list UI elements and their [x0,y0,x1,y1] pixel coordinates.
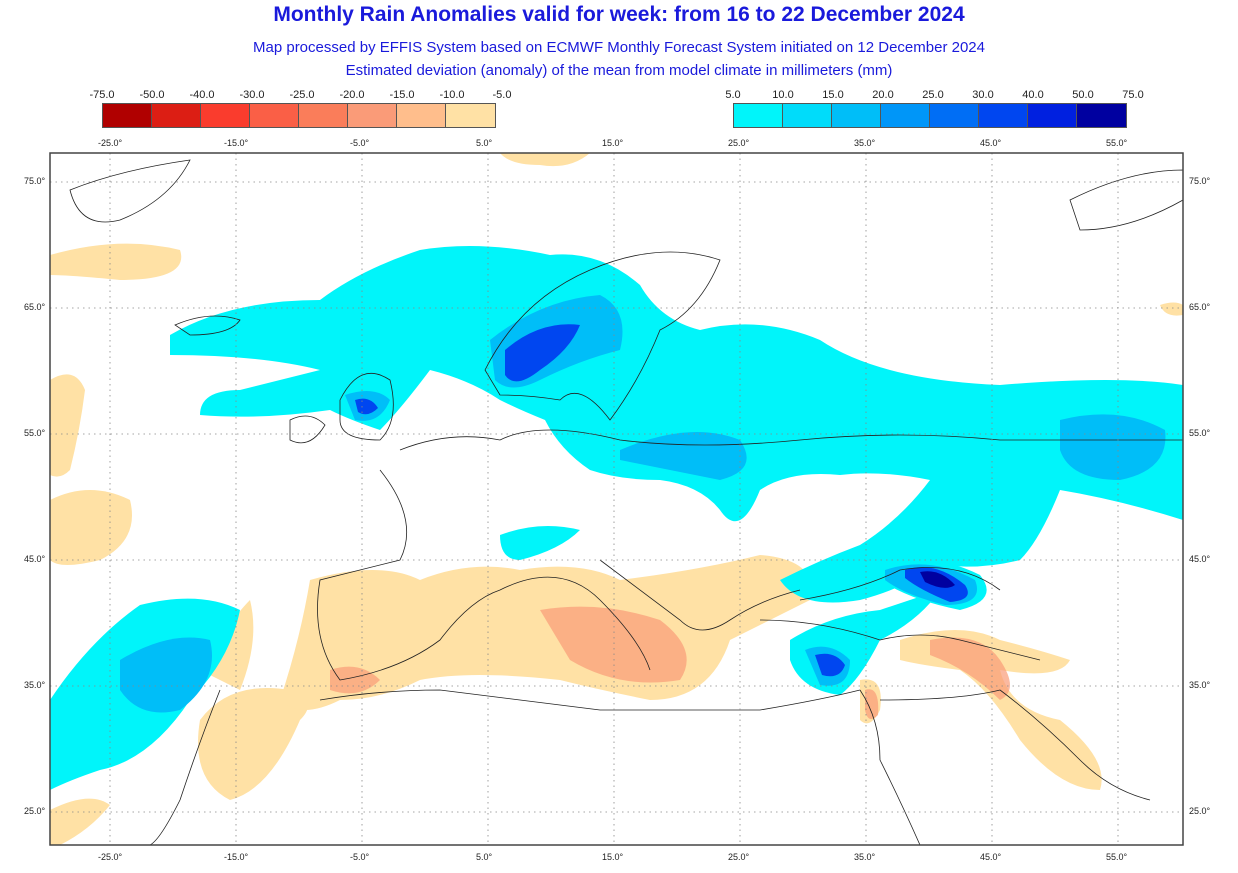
legend-label: 75.0 [1122,89,1144,101]
legend-label: -25.0 [289,89,315,101]
legend-swatch [446,104,495,127]
legend-swatch [783,104,832,127]
lat-tick-right: 45.0° [1189,554,1211,564]
legend-swatch [103,104,152,127]
legend-swatch [299,104,348,127]
legend-label: 25.0 [922,89,944,101]
wet-extreme-areas [920,571,955,588]
lat-tick-right: 35.0° [1189,680,1211,690]
graticule [50,153,1183,845]
lat-tick-right: 75.0° [1189,176,1211,186]
legend-label: -20.0 [339,89,365,101]
legend-label: 40.0 [1022,89,1044,101]
legend-positive-colorbar [733,103,1127,128]
lon-tick-top: 5.0° [476,138,493,148]
legend-negative-colorbar [102,103,496,128]
legend-label: -50.0 [139,89,165,101]
lon-tick-bottom: -5.0° [350,852,370,862]
moderate-dry-areas [330,606,1010,719]
legend-label: -40.0 [189,89,215,101]
lat-tick-left: 55.0° [24,428,46,438]
legend-label: -75.0 [89,89,115,101]
lon-tick-bottom: 5.0° [476,852,493,862]
lon-tick-bottom: -15.0° [224,852,249,862]
lat-tick-right: 55.0° [1189,428,1211,438]
lon-tick-bottom: 35.0° [854,852,876,862]
legend-swatch [979,104,1028,127]
legend-swatch [397,104,446,127]
map-subtitle: Map processed by EFFIS System based on E… [253,39,985,56]
lat-tick-left: 75.0° [24,176,46,186]
legend-swatch [348,104,397,127]
legend-label: -10.0 [439,89,465,101]
legend-label: 50.0 [1072,89,1094,101]
legend-label: 15.0 [822,89,844,101]
legend-label: -5.0 [492,89,512,101]
map-frame [49,152,1184,846]
legend-swatch [201,104,250,127]
lat-tick-left: 45.0° [24,554,46,564]
lat-tick-right: 65.0° [1189,302,1211,312]
lon-tick-top: 25.0° [728,138,750,148]
lat-tick-left: 35.0° [24,680,46,690]
legend-label: 20.0 [872,89,894,101]
legend-swatch [930,104,979,127]
legend-label: -15.0 [389,89,415,101]
legend-swatch [881,104,930,127]
lon-tick-top: -25.0° [98,138,123,148]
lon-tick-top: -15.0° [224,138,249,148]
legend-swatch [1028,104,1077,127]
legend-label: -30.0 [239,89,265,101]
coastlines [69,159,1183,845]
lon-tick-bottom: 15.0° [602,852,624,862]
lat-tick-right: 25.0° [1189,806,1211,816]
lon-tick-top: 15.0° [602,138,624,148]
lon-tick-bottom: 25.0° [728,852,750,862]
lon-tick-bottom: 45.0° [980,852,1002,862]
legend-label: 10.0 [772,89,794,101]
legend-label: 30.0 [972,89,994,101]
legend-swatch [1077,104,1126,127]
lon-tick-top: -5.0° [350,138,370,148]
legend-swatch [250,104,299,127]
lon-tick-bottom: -25.0° [98,852,123,862]
lon-tick-top: 35.0° [854,138,876,148]
map-title: Monthly Rain Anomalies valid for week: f… [273,3,965,26]
legend-label: 5.0 [725,89,741,101]
lat-tick-left: 65.0° [24,302,46,312]
lon-tick-top: 45.0° [980,138,1002,148]
lat-tick-left: 25.0° [24,806,46,816]
legend-swatch [152,104,201,127]
legend-swatch [734,104,783,127]
map-description: Estimated deviation (anomaly) of the mea… [345,62,893,79]
lon-tick-top: 55.0° [1106,138,1128,148]
legend-swatch [832,104,881,127]
lon-tick-bottom: 55.0° [1106,852,1128,862]
